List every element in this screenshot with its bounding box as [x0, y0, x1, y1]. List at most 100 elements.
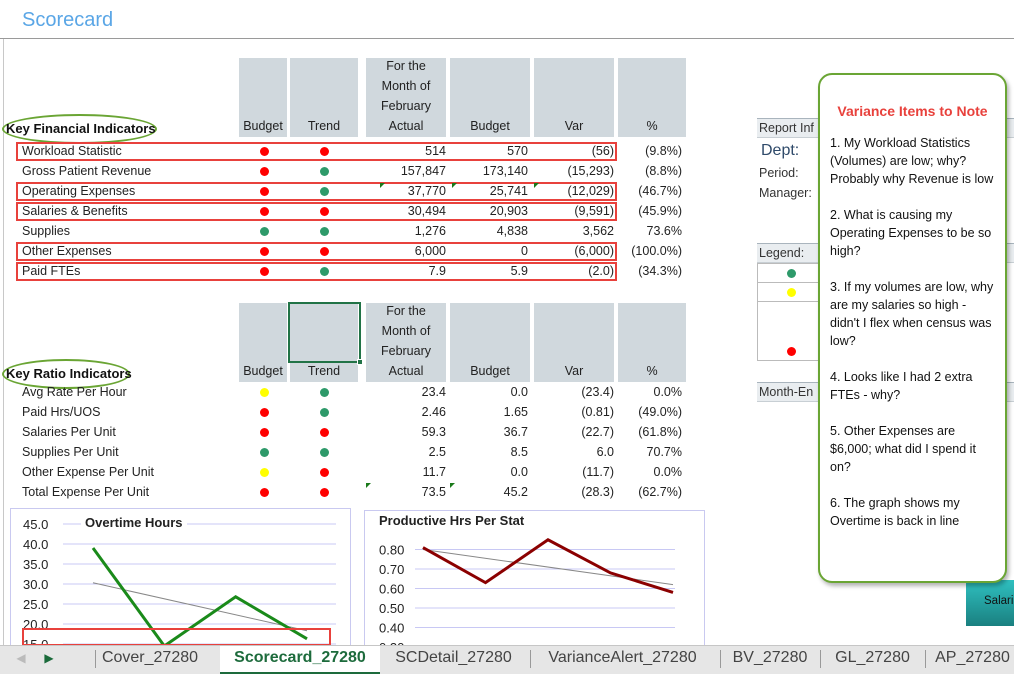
- sheet-tab[interactable]: AP_27280: [935, 649, 1010, 666]
- column-header-trend[interactable]: Trend: [290, 303, 358, 382]
- cell-actual[interactable]: 23.4: [421, 385, 446, 399]
- column-header-pct[interactable]: %: [618, 303, 686, 382]
- column-header-actual[interactable]: For the Month of February Actual: [366, 58, 446, 137]
- cell-var[interactable]: (11.7): [582, 465, 614, 479]
- cell-actual[interactable]: 59.3: [421, 425, 446, 439]
- row-label: Workload Statistic: [22, 144, 122, 158]
- cell-actual[interactable]: 6,000: [414, 244, 446, 258]
- cell-pct[interactable]: (45.9%): [638, 204, 682, 218]
- trend-status-dot-icon: [320, 388, 329, 397]
- y-tick-label: 0.60: [379, 582, 404, 597]
- cell-var[interactable]: (2.0): [588, 264, 614, 278]
- cell-budget[interactable]: 173,140: [482, 164, 528, 178]
- cell-pct[interactable]: 0.0%: [653, 465, 683, 479]
- sheet-tab[interactable]: SCDetail_27280: [395, 649, 512, 666]
- cell-budget[interactable]: 0: [521, 244, 528, 258]
- cell-pct[interactable]: 0.0%: [653, 385, 683, 399]
- column-header-trend[interactable]: Trend: [290, 58, 358, 137]
- period-label: Period:: [759, 166, 799, 180]
- cell-budget[interactable]: 25,741: [489, 184, 528, 198]
- budget-status-dot-icon: [260, 147, 269, 156]
- cell-budget[interactable]: 0.0: [510, 465, 528, 479]
- column-header-budget_ind[interactable]: Budget: [239, 58, 287, 137]
- cell-var[interactable]: (12,029): [567, 184, 614, 198]
- cell-budget[interactable]: 36.7: [503, 425, 528, 439]
- cell-var[interactable]: 3,562: [582, 224, 614, 238]
- fill-handle[interactable]: [357, 359, 363, 365]
- cell-comment-marker-icon: [380, 183, 385, 188]
- column-header-budget_ind[interactable]: Budget: [239, 303, 287, 382]
- scroll-right-icon[interactable]: ▶: [44, 651, 54, 665]
- cell-pct[interactable]: (46.7%): [638, 184, 682, 198]
- cell-actual[interactable]: 11.7: [422, 465, 446, 479]
- cell-var[interactable]: 6.0: [596, 445, 614, 459]
- cell-var[interactable]: (56): [591, 144, 614, 158]
- selected-cell[interactable]: [288, 302, 361, 363]
- sheet-tab[interactable]: Cover_27280: [101, 649, 199, 666]
- y-tick-label: 25.0: [23, 597, 48, 612]
- legend-green-dot-icon: [787, 269, 796, 278]
- cell-pct[interactable]: (34.3%): [638, 264, 682, 278]
- cell-pct[interactable]: 73.6%: [646, 224, 682, 238]
- cell-pct[interactable]: (61.8%): [638, 425, 682, 439]
- column-header-pct[interactable]: %: [618, 58, 686, 137]
- cell-actual[interactable]: 157,847: [400, 164, 446, 178]
- cell-pct[interactable]: (49.0%): [638, 405, 682, 419]
- cell-actual[interactable]: 37,770: [407, 184, 446, 198]
- cell-budget[interactable]: 4,838: [496, 224, 528, 238]
- budget-status-dot-icon: [260, 227, 269, 236]
- cell-budget[interactable]: 570: [507, 144, 528, 158]
- sheet-tab[interactable]: GL_27280: [835, 649, 910, 666]
- cell-actual[interactable]: 7.9: [428, 264, 446, 278]
- cell-var[interactable]: (23.4): [581, 385, 614, 399]
- cell-budget[interactable]: 0.0: [510, 385, 528, 399]
- cell-budget[interactable]: 20,903: [489, 204, 528, 218]
- productive-hrs-chart[interactable]: 0.800.700.600.500.400.30 Productive Hrs …: [364, 510, 705, 655]
- column-header-budget[interactable]: Budget: [450, 58, 530, 137]
- cell-var[interactable]: (22.7): [581, 425, 614, 439]
- cell-comment-marker-icon: [450, 483, 455, 488]
- table-row: Paid FTEs 7.9 5.9 (2.0) (34.3%): [22, 261, 692, 281]
- budget-status-dot-icon: [260, 167, 269, 176]
- cell-var[interactable]: (28.3): [581, 485, 614, 499]
- sheet-tab[interactable]: BV_27280: [732, 649, 808, 666]
- column-header-budget[interactable]: Budget: [450, 303, 530, 382]
- cell-var[interactable]: (6,000): [574, 244, 614, 258]
- cell-budget[interactable]: 1.65: [503, 405, 528, 419]
- cell-budget[interactable]: 8.5: [510, 445, 528, 459]
- cell-budget[interactable]: 5.9: [510, 264, 528, 278]
- scroll-left-icon[interactable]: ◀: [16, 651, 26, 665]
- callout-item: 1. My Workload Statistics (Volumes) are …: [830, 136, 994, 186]
- cell-actual[interactable]: 2.5: [428, 445, 446, 459]
- sheet-tab[interactable]: Scorecard_27280: [220, 646, 380, 674]
- column-header-var[interactable]: Var: [534, 303, 614, 382]
- column-header-var[interactable]: Var: [534, 58, 614, 137]
- table-row: Total Expense Per Unit 73.5 45.2 (28.3) (62.…: [22, 482, 692, 502]
- cell-actual[interactable]: 30,494: [407, 204, 446, 218]
- cell-pct[interactable]: (100.0%): [631, 244, 682, 258]
- salaries-button[interactable]: Salari: [966, 580, 1014, 626]
- y-tick-label: 35.0: [23, 557, 48, 572]
- cell-pct[interactable]: 70.7%: [646, 445, 682, 459]
- sheet-tab[interactable]: VarianceAlert_27280: [548, 649, 697, 666]
- overtime-hours-chart[interactable]: 45.0 40.0 35.0 30.0 25.0 20.0 15.0 Overtime Ho…: [10, 508, 351, 652]
- cell-var[interactable]: (0.81): [581, 405, 614, 419]
- cell-var[interactable]: (15,293): [567, 164, 614, 178]
- cell-var[interactable]: (9,591): [574, 204, 614, 218]
- row-label: Paid FTEs: [22, 264, 81, 278]
- y-tick-label: 0.50: [379, 601, 404, 616]
- budget-status-dot-icon: [260, 187, 269, 196]
- row-label: Salaries & Benefits: [22, 204, 128, 218]
- column-header-actual[interactable]: For the Month of February Actual: [366, 303, 446, 382]
- cell-pct[interactable]: (62.7%): [638, 485, 682, 499]
- trend-status-dot-icon: [320, 207, 329, 216]
- cell-pct[interactable]: (9.8%): [645, 144, 682, 158]
- cell-budget[interactable]: 45.2: [503, 485, 528, 499]
- highlight-box: [16, 142, 617, 161]
- cell-actual[interactable]: 2.46: [421, 405, 446, 419]
- cell-actual[interactable]: 73.5: [421, 485, 446, 499]
- cell-actual[interactable]: 514: [425, 144, 446, 158]
- row-label: Avg Rate Per Hour: [22, 385, 127, 399]
- cell-pct[interactable]: (8.8%): [645, 164, 682, 178]
- cell-actual[interactable]: 1,276: [414, 224, 446, 238]
